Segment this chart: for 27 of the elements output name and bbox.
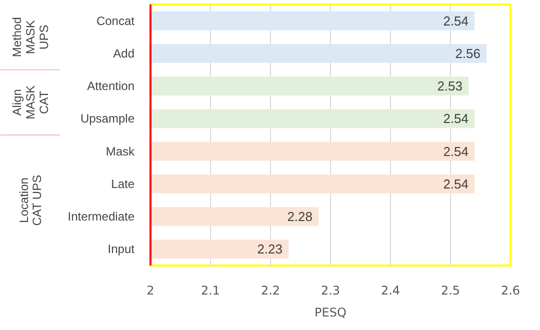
y-tick-label: Late <box>111 176 135 191</box>
x-tick-label: 2.3 <box>320 284 340 298</box>
x-axis-title: PESQ <box>314 306 346 320</box>
x-tick-label: 2.1 <box>200 284 220 298</box>
y-tick-label: Upsample <box>80 112 135 126</box>
text: Location CAT UPS <box>16 174 44 226</box>
text: Method MASK UPS <box>10 17 51 58</box>
y-tick-label: Intermediate <box>68 210 135 224</box>
y-tick-label: Mask <box>106 144 136 158</box>
data-label: 2.54 <box>443 176 469 192</box>
data-label: 2.54 <box>443 111 469 126</box>
x-tick-label: 2.5 <box>440 284 460 298</box>
data-label: 2.54 <box>443 144 469 159</box>
y-tick-label: Add <box>113 46 135 60</box>
x-tick-label: 2.4 <box>380 284 400 298</box>
y-tick-label: Attention <box>87 79 135 94</box>
data-label: 2.28 <box>287 209 313 224</box>
x-tick-label: 2 <box>146 284 154 298</box>
text: Align MASK CAT <box>10 85 51 120</box>
data-label: 2.54 <box>443 13 469 28</box>
x-tick-label: 2.6 <box>500 284 520 298</box>
y-tick-label: Concat <box>96 14 136 28</box>
data-label: 2.53 <box>437 78 463 94</box>
x-tick-label: 2.2 <box>260 284 280 298</box>
data-label: 2.23 <box>257 242 283 257</box>
y-tick-label: Input <box>108 242 136 256</box>
data-label: 2.56 <box>455 46 481 61</box>
